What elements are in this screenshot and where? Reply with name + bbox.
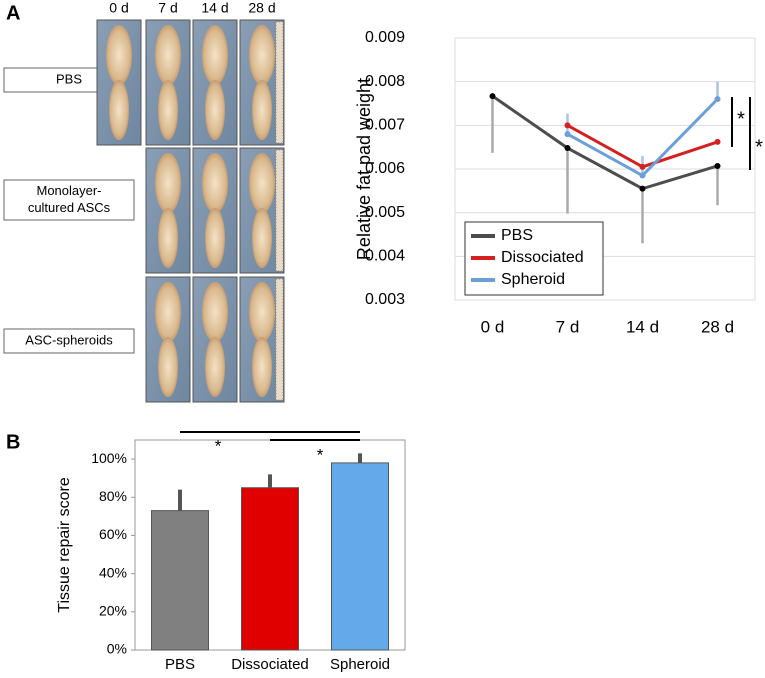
fat-pad (202, 25, 228, 85)
fat-pad (202, 282, 228, 342)
panel-label: B (6, 431, 20, 453)
point (564, 145, 571, 152)
panel-label: A (6, 2, 20, 24)
y-tick-label: 0.005 (365, 204, 405, 221)
y-tick-label: 0.008 (365, 73, 405, 90)
fat-pad (158, 208, 178, 268)
row-label-box (3, 179, 135, 221)
x-tick-label: 28 d (701, 317, 734, 336)
fat-pad (155, 153, 181, 213)
y-tick-label: 20% (99, 603, 127, 619)
bar (241, 487, 299, 651)
fat-pad (252, 208, 272, 268)
y-tick-label: 0.003 (365, 291, 405, 308)
legend-label: Dissociated (501, 249, 584, 266)
photo-column-label: 14 d (201, 0, 228, 16)
x-tick-label: 7 d (556, 317, 580, 336)
series-line (491, 94, 718, 191)
x-tick-label: Dissociated (231, 656, 309, 673)
row-label: Monolayer- (36, 183, 101, 198)
fat-pad (249, 153, 275, 213)
y-tick-label: 0.006 (365, 160, 405, 177)
ruler (275, 21, 284, 144)
fat-pad (106, 25, 132, 85)
legend-label: PBS (501, 227, 533, 244)
photo-column-label: 7 d (158, 0, 177, 16)
ruler (275, 149, 284, 272)
point (639, 185, 646, 192)
x-tick-label: PBS (165, 656, 195, 673)
fat-pad (158, 80, 178, 140)
fat-pad (205, 337, 225, 397)
point (564, 131, 571, 138)
fat-pad (249, 25, 275, 85)
point (714, 96, 721, 103)
x-tick-label: 0 d (481, 317, 505, 336)
fat-pad (249, 282, 275, 342)
y-tick-label: 0.009 (365, 29, 405, 46)
y-axis-label: Relative fat pad weight (354, 78, 374, 260)
photo-grid: 0 d 7 d 14 d 28 d PBS Monolayer-cultured ASCs… (3, 0, 285, 403)
fat-pad (252, 337, 272, 397)
y-tick-label: 60% (99, 526, 127, 542)
y-tick-label: 0.007 (365, 117, 405, 134)
fat-pad (158, 337, 178, 397)
y-tick-label: 0% (107, 641, 127, 657)
legend-label: Spheroid (501, 271, 565, 288)
bar (331, 462, 389, 651)
fat-pad (202, 153, 228, 213)
point (714, 162, 721, 169)
significance-mark: * (737, 108, 745, 130)
point (639, 172, 646, 179)
ruler (275, 278, 284, 401)
photo-column-label: 0 d (109, 0, 128, 16)
point (639, 163, 646, 170)
significance-mark: * (755, 136, 763, 158)
row-label: PBS (56, 71, 82, 86)
x-tick-label: 14 d (626, 317, 659, 336)
y-tick-label: 100% (91, 450, 127, 466)
significance-mark: * (317, 445, 324, 464)
y-tick-label: 0.004 (365, 248, 405, 265)
fat-pad (109, 80, 129, 140)
bar (151, 510, 209, 651)
point (714, 138, 721, 145)
row-label-box (3, 328, 135, 354)
fat-pad (205, 80, 225, 140)
row-label: ASC-spheroids (25, 332, 113, 347)
significance-mark: * (215, 436, 222, 455)
fat-pad (155, 25, 181, 85)
point (489, 93, 496, 100)
x-tick-label: Spheroid (330, 656, 390, 673)
y-tick-label: 40% (99, 564, 127, 580)
point (564, 122, 571, 129)
row-label: cultured ASCs (28, 200, 111, 215)
fat-pad (205, 208, 225, 268)
photo-column-label: 28 d (248, 0, 275, 16)
fat-pad (155, 282, 181, 342)
y-tick-label: 80% (99, 488, 127, 504)
y-axis-label: Tissue repair score (56, 477, 73, 613)
fat-pad (252, 80, 272, 140)
